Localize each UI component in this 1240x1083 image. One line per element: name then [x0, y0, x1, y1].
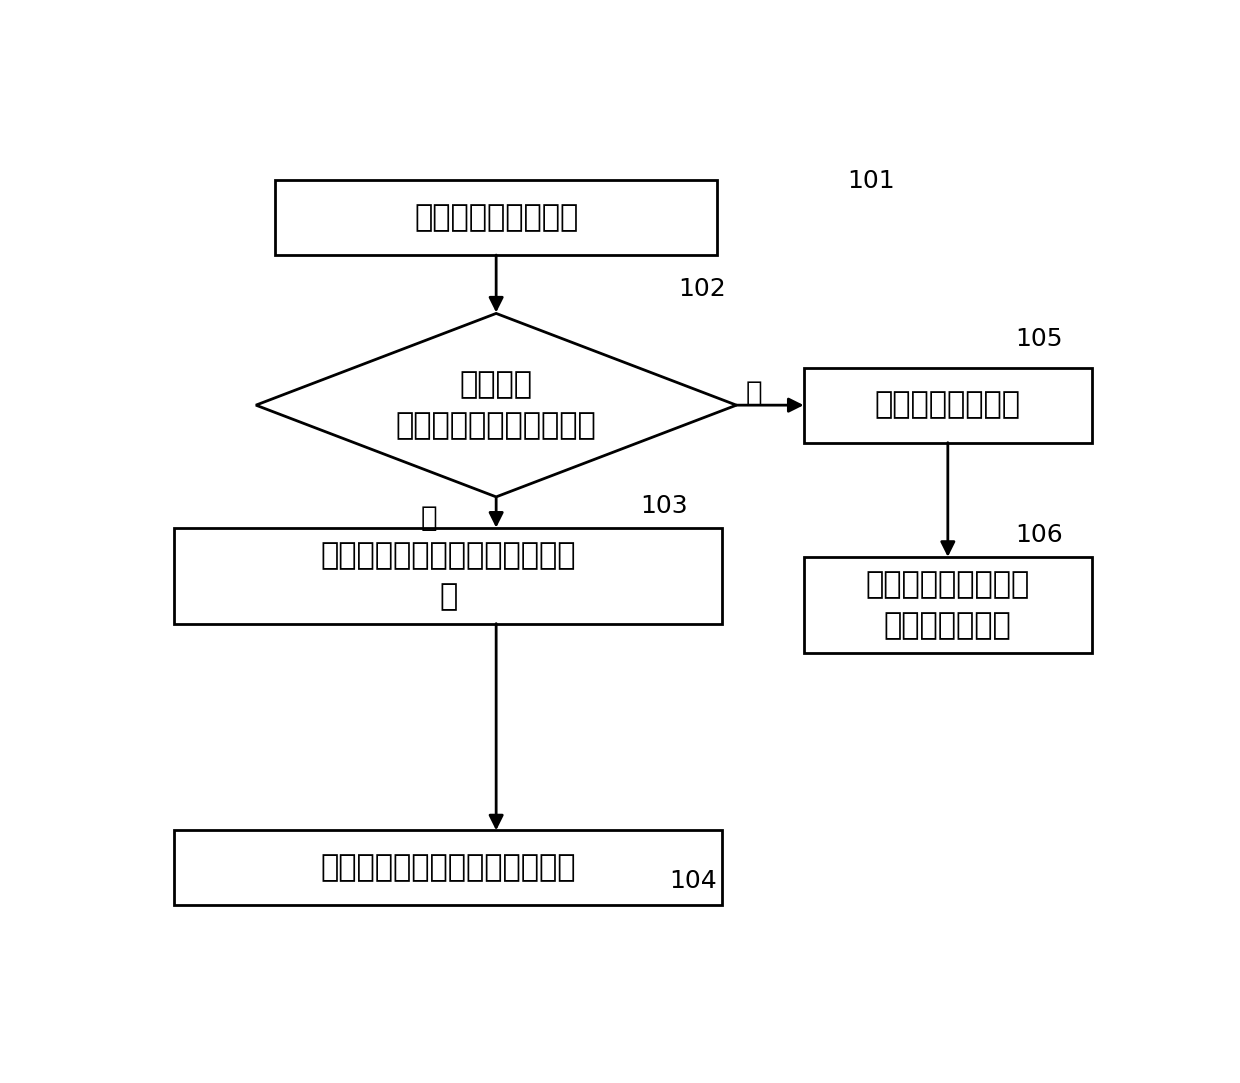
FancyBboxPatch shape	[804, 367, 1092, 443]
FancyBboxPatch shape	[804, 558, 1092, 653]
FancyBboxPatch shape	[174, 529, 722, 624]
Text: 101: 101	[847, 169, 894, 193]
Text: 根据所述距离值调节显示屏亮度: 根据所述距离值调节显示屏亮度	[320, 853, 575, 883]
FancyBboxPatch shape	[275, 180, 717, 256]
Text: 是: 是	[420, 504, 438, 532]
Text: 105: 105	[1016, 327, 1063, 351]
Polygon shape	[255, 313, 737, 497]
Text: 获取当前与用户脸部之前的距离
值: 获取当前与用户脸部之前的距离 值	[320, 542, 575, 611]
Text: 获取当前环境亮度值: 获取当前环境亮度值	[414, 203, 578, 232]
Text: 否: 否	[745, 379, 763, 406]
Text: 根据所述亮度值调节
所述显示屏亮度: 根据所述亮度值调节 所述显示屏亮度	[866, 571, 1030, 640]
Text: 102: 102	[678, 277, 727, 301]
Text: 106: 106	[1016, 523, 1063, 547]
Text: 103: 103	[640, 494, 688, 518]
Text: 104: 104	[670, 869, 717, 893]
Text: 判断所述
亮度值是否小于预设阈值: 判断所述 亮度值是否小于预设阈值	[396, 370, 596, 440]
FancyBboxPatch shape	[174, 831, 722, 905]
Text: 获取显示屏亮度值: 获取显示屏亮度值	[875, 391, 1021, 419]
